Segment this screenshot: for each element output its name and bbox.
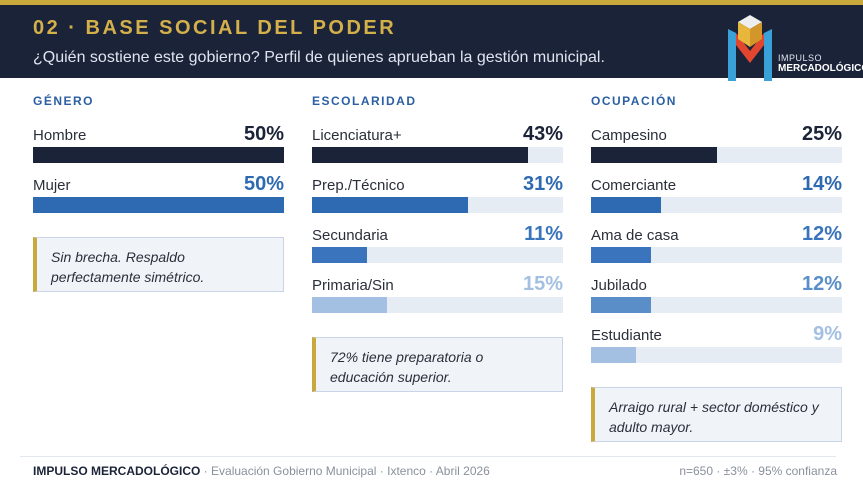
- bar-label: Jubilado: [591, 277, 647, 294]
- page-title: 02 · BASE SOCIAL DEL PODER: [33, 17, 397, 39]
- bar-row: Licenciatura+ 43%: [312, 123, 563, 177]
- bar-value: 43%: [522, 123, 563, 145]
- bar-fill: [591, 347, 637, 363]
- bar-track: [312, 147, 563, 163]
- bar-fill: [33, 197, 284, 213]
- footer: IMPULSO MERCADOLÓGICO · Evaluación Gobie…: [33, 464, 490, 478]
- bar-fill: [312, 147, 528, 163]
- bar-track: [312, 197, 563, 213]
- header: 02 · BASE SOCIAL DEL PODER ¿Quién sostie…: [0, 0, 863, 81]
- bar-fill: [312, 297, 388, 313]
- bar-value: 9%: [813, 323, 842, 345]
- bar-row: Hombre 50%: [33, 123, 284, 177]
- column-title: GÉNERO: [33, 94, 95, 108]
- bar-track: [591, 197, 842, 213]
- column-2: OCUPACIÓN Campesino 25% Comerciante 14% A…: [591, 94, 842, 442]
- bar-track: [591, 297, 842, 313]
- column-title: OCUPACIÓN: [591, 94, 677, 108]
- bar-track: [591, 247, 842, 263]
- bar-label: Licenciatura+: [312, 127, 402, 144]
- bar-value: 25%: [801, 123, 842, 145]
- bar-fill: [591, 297, 652, 313]
- bar-fill: [591, 247, 652, 263]
- bar-row: Estudiante 9%: [591, 323, 842, 377]
- bar-label: Estudiante: [591, 327, 662, 344]
- bar-row: Secundaria 11%: [312, 223, 563, 277]
- bar-value: 12%: [801, 273, 842, 295]
- column-1: ESCOLARIDAD Licenciatura+ 43% Prep./Técni…: [312, 94, 563, 392]
- bar-label: Ama de casa: [591, 227, 679, 244]
- bar-row: Comerciante 14%: [591, 173, 842, 227]
- bar-value: 11%: [524, 223, 563, 245]
- bar-fill: [591, 197, 662, 213]
- logo-mark-icon: [728, 15, 772, 81]
- bar-row: Primaria/Sin 15%: [312, 273, 563, 327]
- insight-note: Arraigo rural + sector doméstico y adult…: [591, 387, 842, 442]
- bar-label: Mujer: [33, 177, 71, 194]
- bar-value: 31%: [522, 173, 563, 195]
- bar-track: [591, 347, 842, 363]
- bar-row: Prep./Técnico 31%: [312, 173, 563, 227]
- bar-track: [33, 147, 284, 163]
- bar-track: [312, 297, 563, 313]
- bar-row: Campesino 25%: [591, 123, 842, 177]
- page-subtitle: ¿Quién sostiene este gobierno? Perfil de…: [33, 49, 605, 66]
- bar-track: [33, 197, 284, 213]
- bar-track: [312, 247, 563, 263]
- footer-divider: [20, 456, 836, 457]
- footer-stats: n=650 · ±3% · 95% confianza: [679, 464, 837, 478]
- bar-fill: [33, 147, 284, 163]
- logo: IMPULSO MERCADOLÓGICO: [722, 11, 863, 81]
- bar-row: Jubilado 12%: [591, 273, 842, 327]
- bar-fill: [591, 147, 717, 163]
- bar-value: 15%: [522, 273, 563, 295]
- bar-label: Secundaria: [312, 227, 388, 244]
- bar-label: Campesino: [591, 127, 667, 144]
- column-title: ESCOLARIDAD: [312, 94, 417, 108]
- bar-value: 12%: [801, 223, 842, 245]
- column-0: GÉNERO Hombre 50% Mujer 50% Sin brecha. R…: [33, 94, 284, 292]
- bar-row: Mujer 50%: [33, 173, 284, 227]
- bar-value: 50%: [243, 173, 284, 195]
- bar-fill: [312, 247, 368, 263]
- bar-track: [591, 147, 842, 163]
- bar-label: Hombre: [33, 127, 87, 144]
- insight-note: Sin brecha. Respaldo perfectamente simét…: [33, 237, 284, 292]
- bar-fill: [312, 197, 468, 213]
- insight-note: 72% tiene preparatoria o educación super…: [312, 337, 563, 392]
- bar-label: Primaria/Sin: [312, 277, 394, 294]
- bar-label: Prep./Técnico: [312, 177, 405, 194]
- bar-value: 50%: [243, 123, 284, 145]
- bar-label: Comerciante: [591, 177, 677, 194]
- bar-row: Ama de casa 12%: [591, 223, 842, 277]
- bar-value: 14%: [801, 173, 842, 195]
